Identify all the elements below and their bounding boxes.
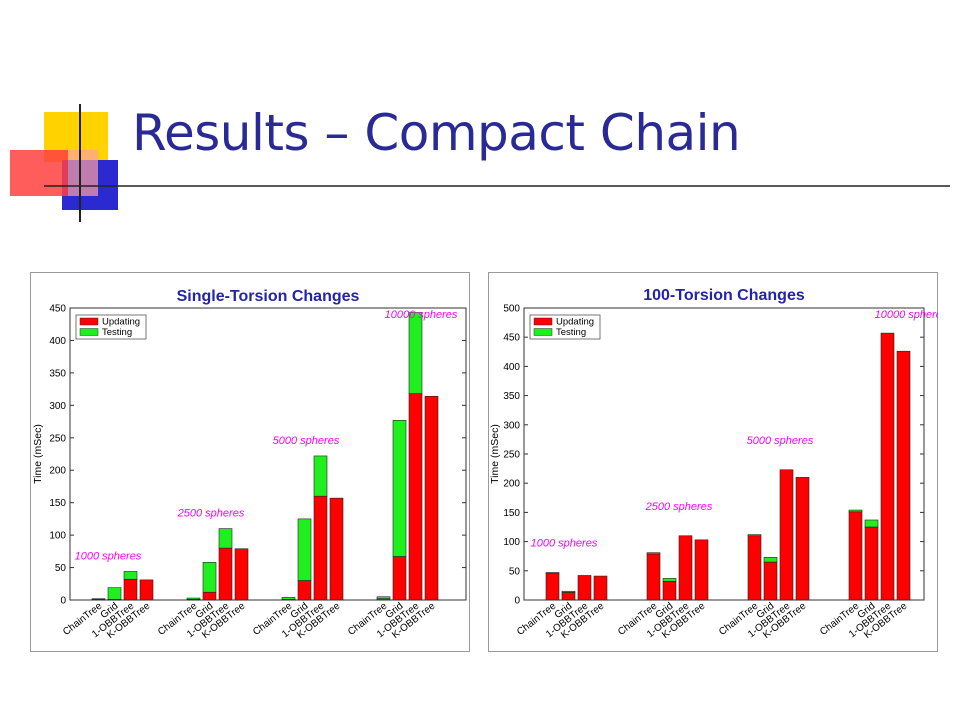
- chart-title: Single-Torsion Changes: [177, 288, 360, 305]
- bar-testing: [408, 312, 423, 394]
- slide-decoration: [10, 104, 950, 222]
- group-annotation: 5000 spheres: [273, 435, 340, 447]
- bar-testing: [313, 455, 328, 497]
- group-annotation: 2500 spheres: [177, 508, 245, 520]
- bar-updating: [795, 477, 810, 601]
- y-tick-label: 50: [55, 563, 67, 574]
- legend-swatch-testing: [533, 328, 553, 336]
- group-annotation: 1000 spheres: [531, 538, 598, 550]
- bar-updating: [139, 579, 154, 601]
- bar-testing: [281, 597, 296, 600]
- bar-updating: [593, 575, 608, 601]
- legend-swatch-updating: [79, 317, 99, 326]
- y-tick-label: 300: [49, 401, 66, 412]
- group-annotation: 10000 spheres: [875, 309, 938, 321]
- bar-updating: [392, 556, 407, 601]
- y-tick-label: 0: [60, 596, 66, 607]
- legend-label-updating: Updating: [102, 317, 140, 328]
- bar-testing: [218, 528, 233, 549]
- bar-updating: [848, 511, 863, 601]
- bar-updating: [545, 572, 560, 601]
- y-tick-label: 500: [503, 304, 520, 315]
- bar-updating: [424, 395, 439, 601]
- bar-testing: [186, 597, 201, 600]
- y-tick-label: 150: [503, 508, 520, 519]
- bar-updating: [561, 592, 576, 601]
- legend-swatch-testing: [79, 328, 99, 336]
- bar-testing: [646, 552, 661, 555]
- legend-label-updating: Updating: [556, 317, 594, 328]
- group-annotation: 1000 spheres: [75, 550, 142, 562]
- bar-testing: [107, 587, 122, 600]
- y-axis-label: Time (mSec): [32, 424, 44, 484]
- bar-updating: [864, 526, 879, 601]
- bar-updating: [234, 548, 249, 601]
- bar-updating: [408, 393, 423, 601]
- legend-label-testing: Testing: [556, 327, 586, 338]
- y-axis-label: Time (mSec): [489, 424, 501, 484]
- y-tick-label: 50: [509, 566, 521, 577]
- y-tick-label: 0: [514, 596, 520, 607]
- y-tick-label: 100: [503, 537, 520, 548]
- deco-red-square: [10, 150, 68, 196]
- bar-testing: [202, 562, 217, 593]
- y-tick-label: 450: [503, 333, 520, 344]
- bar-updating: [329, 497, 344, 601]
- y-tick-label: 400: [49, 336, 66, 347]
- bar-updating: [218, 547, 233, 601]
- bar-testing: [123, 571, 138, 580]
- bar-updating: [747, 535, 762, 601]
- group-annotation: 10000 spheres: [385, 309, 458, 321]
- bar-testing: [763, 557, 778, 563]
- deco-red-fade: [68, 150, 98, 196]
- bar-updating: [662, 581, 677, 601]
- bar-testing: [747, 534, 762, 537]
- y-tick-label: 400: [503, 362, 520, 373]
- chart-title: 100-Torsion Changes: [643, 287, 805, 304]
- y-tick-label: 350: [49, 368, 66, 379]
- y-tick-label: 250: [49, 433, 66, 444]
- bar-testing: [561, 590, 576, 593]
- y-tick-label: 200: [49, 466, 66, 477]
- legend-swatch-updating: [533, 317, 553, 326]
- bar-testing: [392, 419, 407, 557]
- bar-updating: [896, 350, 911, 601]
- bar-testing: [297, 518, 312, 581]
- bar-updating: [313, 495, 328, 601]
- y-tick-label: 150: [49, 498, 66, 509]
- y-tick-label: 250: [503, 450, 520, 461]
- y-tick-label: 100: [49, 531, 66, 542]
- legend-label-testing: Testing: [102, 327, 132, 338]
- bar-updating: [880, 332, 895, 601]
- bar-updating: [202, 591, 217, 601]
- bar-updating: [123, 578, 138, 601]
- bar-updating: [297, 580, 312, 601]
- bar-testing: [91, 598, 106, 600]
- bar-testing: [376, 596, 391, 600]
- bar-updating: [694, 539, 709, 601]
- y-tick-label: 450: [49, 304, 66, 315]
- chart-100-torsion: 100-Torsion Changes 0 50 100 150 200 250 300 350…: [488, 272, 938, 652]
- bar-updating: [779, 469, 794, 601]
- slide-title: Results – Compact Chain: [132, 104, 741, 162]
- bar-testing: [662, 578, 677, 582]
- bar-updating: [763, 561, 778, 601]
- chart-single-torsion: Single-Torsion Changes 0 50 100 150 200 250 300…: [30, 272, 470, 652]
- plot-area: [69, 307, 467, 601]
- bar-updating: [646, 553, 661, 601]
- group-annotation: 5000 spheres: [747, 435, 814, 447]
- y-tick-label: 200: [503, 479, 520, 490]
- bar-testing: [848, 509, 863, 513]
- bar-updating: [678, 535, 693, 601]
- bar-updating: [577, 575, 592, 601]
- group-annotation: 2500 spheres: [645, 501, 713, 513]
- y-tick-label: 350: [503, 391, 520, 402]
- bar-testing: [864, 519, 879, 528]
- y-tick-label: 300: [503, 420, 520, 431]
- bar-testing: [545, 572, 560, 574]
